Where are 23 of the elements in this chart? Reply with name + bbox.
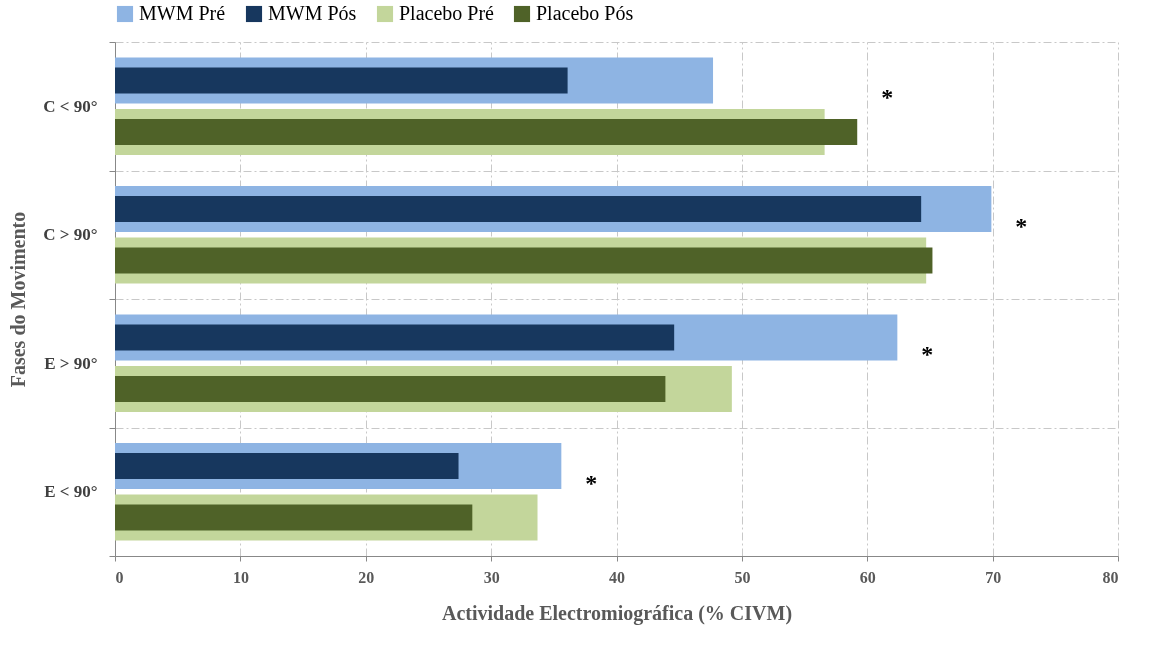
y-tick-label: C < 90° [43,96,98,116]
x-tick-label: 20 [358,568,375,586]
annotation: * [1015,212,1028,239]
x-tick-label: 50 [734,568,751,586]
x-tick-label: 40 [609,568,625,586]
x-axis-title: Actividade Electromiográfica (% CIVM) [441,601,793,625]
x-tick-label: 60 [859,568,876,586]
annotation: * [881,84,894,111]
y-axis-title: Fases do Movimento [7,211,30,388]
annotation: * [585,469,598,496]
y-tick-label: E < 90° [44,482,98,502]
legend-label: MWM Pós [268,2,357,24]
x-tick-label: 30 [483,568,500,586]
x-tick-label: 10 [232,568,249,586]
x-tick-label: 70 [985,568,1002,586]
y-tick-label: E > 90° [44,353,98,373]
legend-label: Placebo Pós [536,2,634,24]
legend-label: Placebo Pré [399,2,495,24]
x-tick-label: 80 [1102,568,1119,586]
x-tick-label: 0 [115,568,124,586]
annotation: * [921,341,934,368]
legend-label: MWM Pré [139,2,226,24]
y-tick-label: C > 90° [43,225,98,245]
